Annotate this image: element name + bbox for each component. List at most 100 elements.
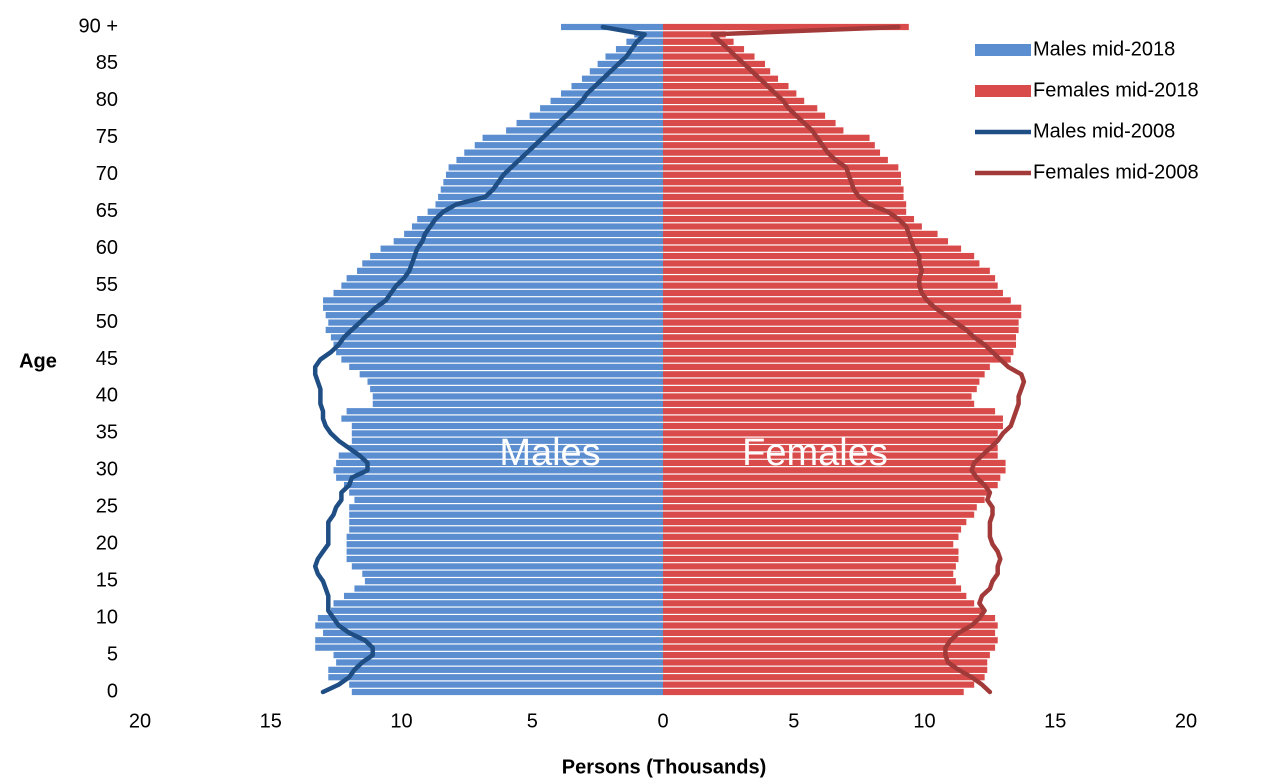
bar <box>581 75 663 82</box>
bar <box>354 496 663 503</box>
bar <box>427 208 663 215</box>
bar <box>336 659 663 666</box>
legend-swatch <box>975 85 1031 97</box>
bar <box>343 482 663 489</box>
bar <box>435 201 663 208</box>
bar <box>438 193 663 201</box>
bar <box>663 452 998 459</box>
legend-label: Males mid-2008 <box>1033 120 1175 142</box>
bar <box>605 53 663 60</box>
bar <box>323 629 663 636</box>
bar <box>663 400 975 407</box>
bar <box>372 393 663 400</box>
bar <box>357 267 663 274</box>
bar <box>370 252 663 260</box>
x-tick-label: 5 <box>788 710 799 732</box>
x-tick-label: 20 <box>1175 710 1197 732</box>
bar <box>346 275 663 282</box>
bar <box>663 363 990 370</box>
bar <box>328 666 663 673</box>
bar <box>663 60 765 68</box>
bar <box>663 659 988 666</box>
bar <box>323 304 663 311</box>
bar <box>663 252 975 260</box>
bar <box>346 555 663 563</box>
line <box>312 24 647 695</box>
bar <box>516 119 663 127</box>
legend-swatch <box>975 44 1031 56</box>
bar <box>333 600 663 607</box>
bar <box>325 312 663 319</box>
bar <box>663 245 962 252</box>
bar <box>341 415 663 422</box>
bar <box>474 142 663 149</box>
bar <box>663 312 1022 319</box>
y-tick-label: 5 <box>107 643 118 665</box>
bar <box>333 467 663 474</box>
bar <box>349 504 663 511</box>
bar <box>354 585 663 592</box>
bar <box>663 179 901 186</box>
bar <box>663 592 967 600</box>
bar <box>349 511 663 518</box>
bar <box>663 142 875 149</box>
bar <box>351 688 663 696</box>
legend-label: Males mid-2018 <box>1033 38 1175 60</box>
bar <box>663 385 977 393</box>
bar <box>351 563 663 570</box>
bar <box>663 511 975 518</box>
bar <box>440 186 663 193</box>
bar <box>663 23 909 31</box>
bar <box>663 674 985 681</box>
bar <box>663 238 949 245</box>
bar <box>663 629 996 636</box>
bar <box>351 430 663 437</box>
bar <box>336 459 663 467</box>
y-tick-label: 10 <box>96 606 118 628</box>
bar <box>663 459 1006 467</box>
bar <box>338 452 663 459</box>
y-tick-label: 80 <box>96 89 118 111</box>
bar <box>663 437 998 444</box>
y-tick-label: 65 <box>96 200 118 222</box>
bar <box>346 533 663 540</box>
bar <box>663 585 962 592</box>
bar <box>663 600 975 607</box>
bar <box>663 297 1011 304</box>
bar <box>663 134 870 141</box>
legend-label: Females mid-2018 <box>1033 79 1199 101</box>
bar <box>333 651 663 659</box>
bar <box>663 334 1017 341</box>
bar <box>349 445 663 452</box>
bar <box>663 349 1014 356</box>
bar <box>328 674 663 681</box>
y-tick-label: 25 <box>96 496 118 518</box>
bar <box>663 570 954 577</box>
bar <box>323 297 663 304</box>
bar <box>330 334 663 341</box>
bar <box>328 319 663 326</box>
bar <box>663 216 915 223</box>
bar <box>372 400 663 407</box>
bar <box>336 349 663 356</box>
bar <box>448 164 663 171</box>
y-tick-label: 30 <box>96 459 118 481</box>
y-tick-label: 55 <box>96 274 118 296</box>
y-tick-label: 0 <box>107 680 118 702</box>
bar <box>663 127 844 134</box>
y-tick-label: 60 <box>96 237 118 259</box>
bar <box>663 230 938 237</box>
bar <box>663 651 990 659</box>
bar <box>663 548 959 555</box>
bar <box>571 83 663 90</box>
y-tick-label: 85 <box>96 52 118 74</box>
x-tick-label: 10 <box>390 710 412 732</box>
bar <box>663 282 998 289</box>
bar <box>663 489 990 496</box>
bar <box>663 260 980 267</box>
bar <box>351 422 663 430</box>
bar <box>663 637 998 644</box>
bar <box>663 467 1006 474</box>
bar <box>663 119 836 127</box>
annotation: Males <box>499 432 600 474</box>
